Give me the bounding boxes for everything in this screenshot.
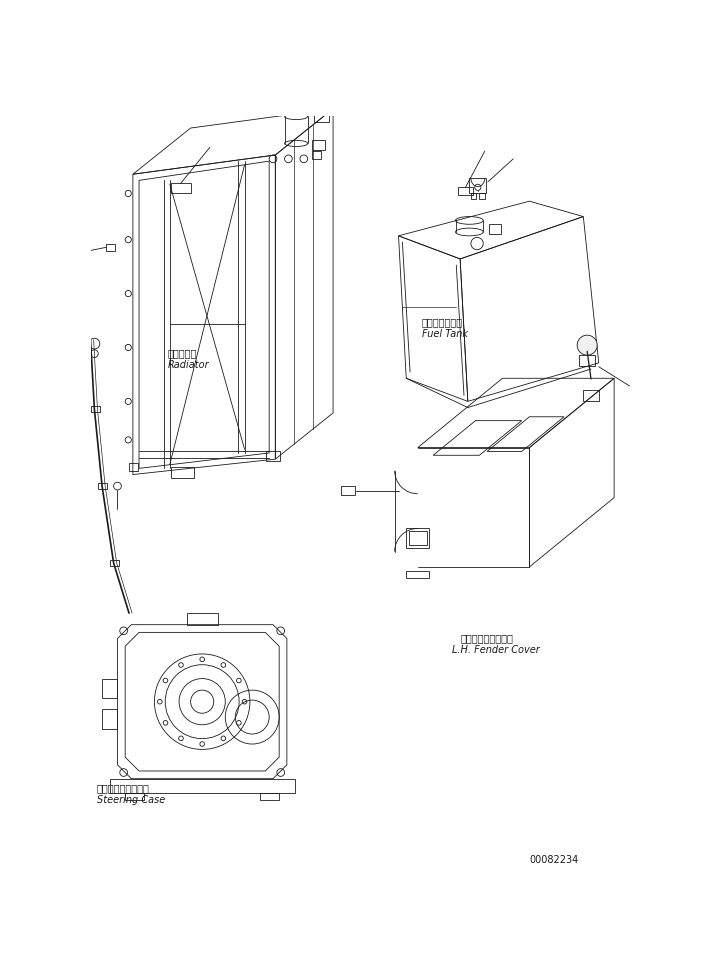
- Bar: [110, 778, 295, 793]
- Text: ステアリングケース: ステアリングケース: [97, 782, 150, 792]
- Text: 左　フェンダカバー: 左 フェンダカバー: [460, 633, 513, 643]
- Bar: [471, 195, 476, 200]
- Bar: [406, 571, 430, 579]
- Bar: [341, 487, 354, 496]
- Text: L.H. Fender Cover: L.H. Fender Cover: [452, 644, 540, 654]
- Bar: [488, 225, 501, 235]
- Text: Radiator: Radiator: [168, 359, 209, 370]
- Bar: [102, 710, 117, 729]
- Bar: [171, 184, 190, 194]
- Bar: [312, 152, 321, 159]
- Circle shape: [577, 335, 597, 356]
- Text: ラジエータ: ラジエータ: [168, 348, 197, 358]
- Text: Fuel Tank: Fuel Tank: [422, 329, 468, 338]
- Bar: [102, 679, 117, 698]
- Bar: [458, 188, 474, 196]
- Bar: [584, 390, 599, 401]
- Bar: [129, 464, 138, 471]
- Bar: [91, 407, 100, 413]
- Bar: [110, 560, 119, 566]
- Bar: [171, 467, 195, 479]
- Bar: [312, 141, 325, 152]
- Bar: [106, 244, 115, 252]
- Bar: [314, 113, 329, 123]
- Bar: [260, 793, 279, 800]
- Bar: [408, 531, 427, 546]
- Text: Steering Case: Steering Case: [97, 794, 165, 804]
- Bar: [266, 452, 280, 462]
- Bar: [187, 613, 217, 625]
- Bar: [469, 179, 486, 195]
- Bar: [125, 793, 144, 800]
- Bar: [479, 195, 485, 200]
- Bar: [406, 529, 430, 548]
- Bar: [98, 483, 107, 490]
- Bar: [579, 356, 595, 367]
- Text: フェエルタンク: フェエルタンク: [422, 317, 463, 327]
- Text: 00082234: 00082234: [530, 854, 579, 864]
